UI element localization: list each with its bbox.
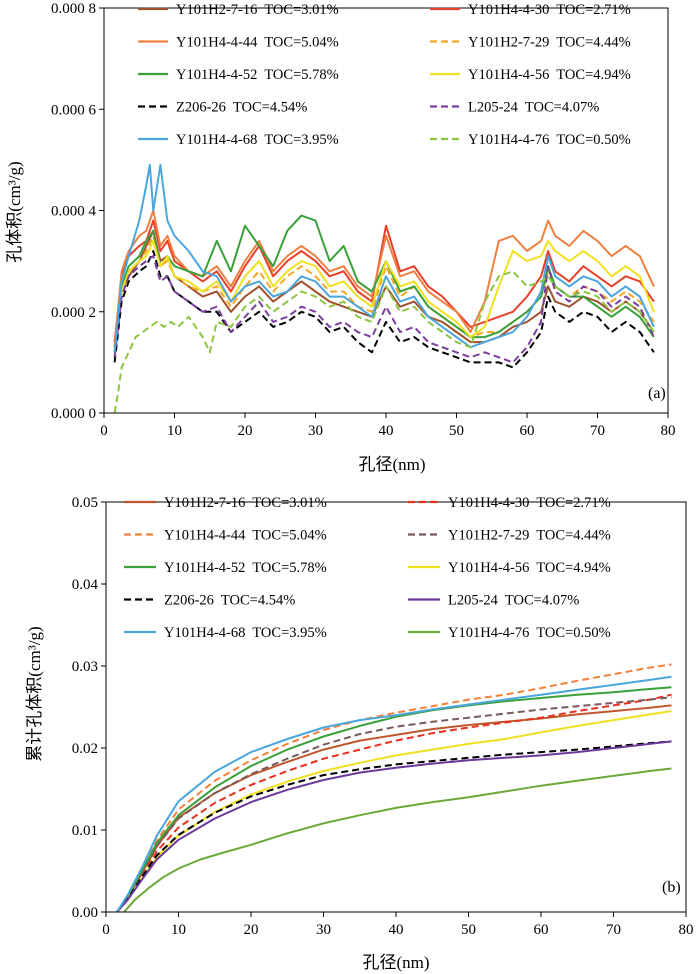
- panel-a-x-tick-label: 70: [590, 423, 605, 439]
- panel-a-x-tick-label: 40: [379, 423, 394, 439]
- panel-a-x-tick-label: 60: [520, 423, 535, 439]
- panel-a-x-tick-label: 50: [449, 423, 464, 439]
- panel-a-y-tick-label: 0.000 8: [51, 1, 96, 17]
- panel-a-series-line-7: [113, 250, 655, 369]
- panel-b-legend-label-10: Y101H4-4-76 TOC=0.50%: [448, 625, 611, 641]
- panel-b-label: (b): [662, 879, 681, 896]
- panel-b-y-tick-label: 0.02: [72, 741, 98, 757]
- panel-b-series-line-1: [116, 704, 672, 913]
- panel-a-series-line-3: [113, 209, 655, 348]
- panel-b-y-axis-label: 累计孔体积(cm³/g): [25, 626, 44, 761]
- panel-b-series-line-7: [116, 740, 672, 913]
- panel-b-legend-label-5: Y101H4-4-52 TOC=5.78%: [164, 560, 327, 576]
- panel-b-legend-label-7: Z206-26 TOC=4.54%: [164, 593, 295, 609]
- panel-b-legend-label-4: Y101H2-7-29 TOC=4.44%: [448, 528, 611, 544]
- panel-b-series-line-2: [116, 693, 672, 913]
- panel-b-series-line-10: [123, 767, 672, 913]
- panel-b-series-line-5: [116, 686, 672, 913]
- panel-a-legend-label-6: Y101H4-4-56 TOC=4.94%: [468, 67, 631, 83]
- panel-a-legend-label-10: Y101H4-4-76 TOC=0.50%: [468, 132, 631, 148]
- chart-panel-a: 0 10 20 30 40 50 60 70 80 0.000 0 0.000 2 0.000 4 0.…: [5, 1, 676, 474]
- panel-b-legend-label-6: Y101H4-4-56 TOC=4.94%: [448, 560, 611, 576]
- panel-b-series-line-8: [116, 740, 672, 913]
- panel-a-legend-label-2: Y101H4-4-30 TOC=2.71%: [468, 2, 631, 18]
- panel-b-y-tick-label: 0.00: [72, 905, 98, 921]
- panel-a-legend-label-9: Y101H4-4-68 TOC=3.95%: [176, 132, 339, 148]
- panel-b-y-tick-label: 0.04: [72, 577, 99, 593]
- panel-a-y-tick-label: 0.000 2: [51, 305, 96, 321]
- panel-b-x-tick-label: 80: [679, 922, 694, 938]
- panel-a-ticks: 0 10 20 30 40 50 60 70 80 0.000 0 0.000 2 0.000 4 0.…: [51, 1, 676, 439]
- panel-a-x-axis-label: 孔径(nm): [358, 455, 425, 474]
- panel-a-legend-label-3: Y101H4-4-44 TOC=5.04%: [176, 35, 339, 51]
- panel-a-x-tick-label: 80: [661, 423, 676, 439]
- panel-b-series-group: [116, 663, 672, 913]
- panel-a-x-tick-label: 20: [238, 423, 253, 439]
- panel-a-y-tick-label: 0.000 0: [51, 406, 96, 422]
- panel-a-label: (a): [648, 385, 666, 402]
- panel-b-x-tick-label: 70: [606, 922, 621, 938]
- panel-a-y-tick-label: 0.000 6: [51, 102, 97, 118]
- panel-a-series-line-1: [113, 229, 655, 353]
- panel-b-x-tick-label: 40: [389, 922, 404, 938]
- panel-b-x-tick-label: 0: [102, 922, 110, 938]
- panel-a-legend-label-5: Y101H4-4-52 TOC=5.78%: [176, 67, 339, 83]
- panel-a-series-line-8: [113, 255, 655, 364]
- panel-a-x-tick-label: 30: [308, 423, 323, 439]
- panel-b-x-tick-label: 30: [316, 922, 331, 938]
- panel-b-y-tick-label: 0.05: [72, 495, 98, 511]
- panel-a-series-line-10: [113, 270, 655, 414]
- panel-b-legend: Y101H2-7-16 TOC=3.01% Y101H4-4-30 TOC=2.7…: [124, 495, 611, 641]
- panel-b-y-tick-label: 0.01: [72, 823, 98, 839]
- panel-b-x-tick-label: 50: [461, 922, 476, 938]
- panel-a-legend-label-1: Y101H2-7-16 TOC=3.01%: [176, 2, 339, 18]
- panel-a-legend-label-7: Z206-26 TOC=4.54%: [176, 100, 307, 116]
- panel-b-x-axis-label: 孔径(nm): [362, 953, 429, 972]
- panel-a-legend-label-4: Y101H2-7-29 TOC=4.44%: [468, 35, 631, 51]
- panel-b-x-tick-label: 10: [171, 922, 186, 938]
- panel-b-series-line-3: [116, 663, 672, 913]
- panel-b-ticks: 0 10 20 30 40 50 60 70 80 0.00 0.01 0.02 0.03 0.04 0.0…: [72, 495, 694, 938]
- panel-a-x-tick-label: 10: [167, 423, 182, 439]
- panel-b-legend-label-1: Y101H2-7-16 TOC=3.01%: [164, 495, 327, 511]
- panel-b-series-line-9: [116, 675, 672, 913]
- panel-b-series-line-6: [116, 710, 672, 913]
- panel-a-legend: Y101H2-7-16 TOC=3.01% Y101H4-4-30 TOC=2.7…: [138, 2, 631, 148]
- panel-a-series-line-9: [113, 163, 655, 353]
- panel-b-series-line-4: [116, 696, 672, 913]
- panel-a-legend-label-8: L205-24 TOC=4.07%: [468, 100, 599, 116]
- panel-b-legend-label-8: L205-24 TOC=4.07%: [448, 593, 579, 609]
- panel-a-x-tick-label: 0: [100, 423, 108, 439]
- panel-b-legend-label-2: Y101H4-4-30 TOC=2.71%: [448, 495, 611, 511]
- panel-a-series-line-6: [113, 239, 655, 358]
- panel-a-y-tick-label: 0.000 4: [51, 204, 97, 220]
- panel-a-series-group: [113, 163, 655, 414]
- panel-b-y-tick-label: 0.03: [72, 659, 98, 675]
- panel-a-y-axis-label: 孔体积(cm³/g): [5, 161, 24, 262]
- chart-panel-b: 0 10 20 30 40 50 60 70 80 0.00 0.01 0.02 0.03 0.04 0.0…: [25, 495, 694, 972]
- panel-b-legend-label-3: Y101H4-4-44 TOC=5.04%: [164, 528, 327, 544]
- panel-b-legend-label-9: Y101H4-4-68 TOC=3.95%: [164, 625, 327, 641]
- panel-b-x-tick-label: 20: [244, 922, 259, 938]
- panel-a-series-line-2: [113, 219, 655, 343]
- panel-b-x-tick-label: 60: [534, 922, 549, 938]
